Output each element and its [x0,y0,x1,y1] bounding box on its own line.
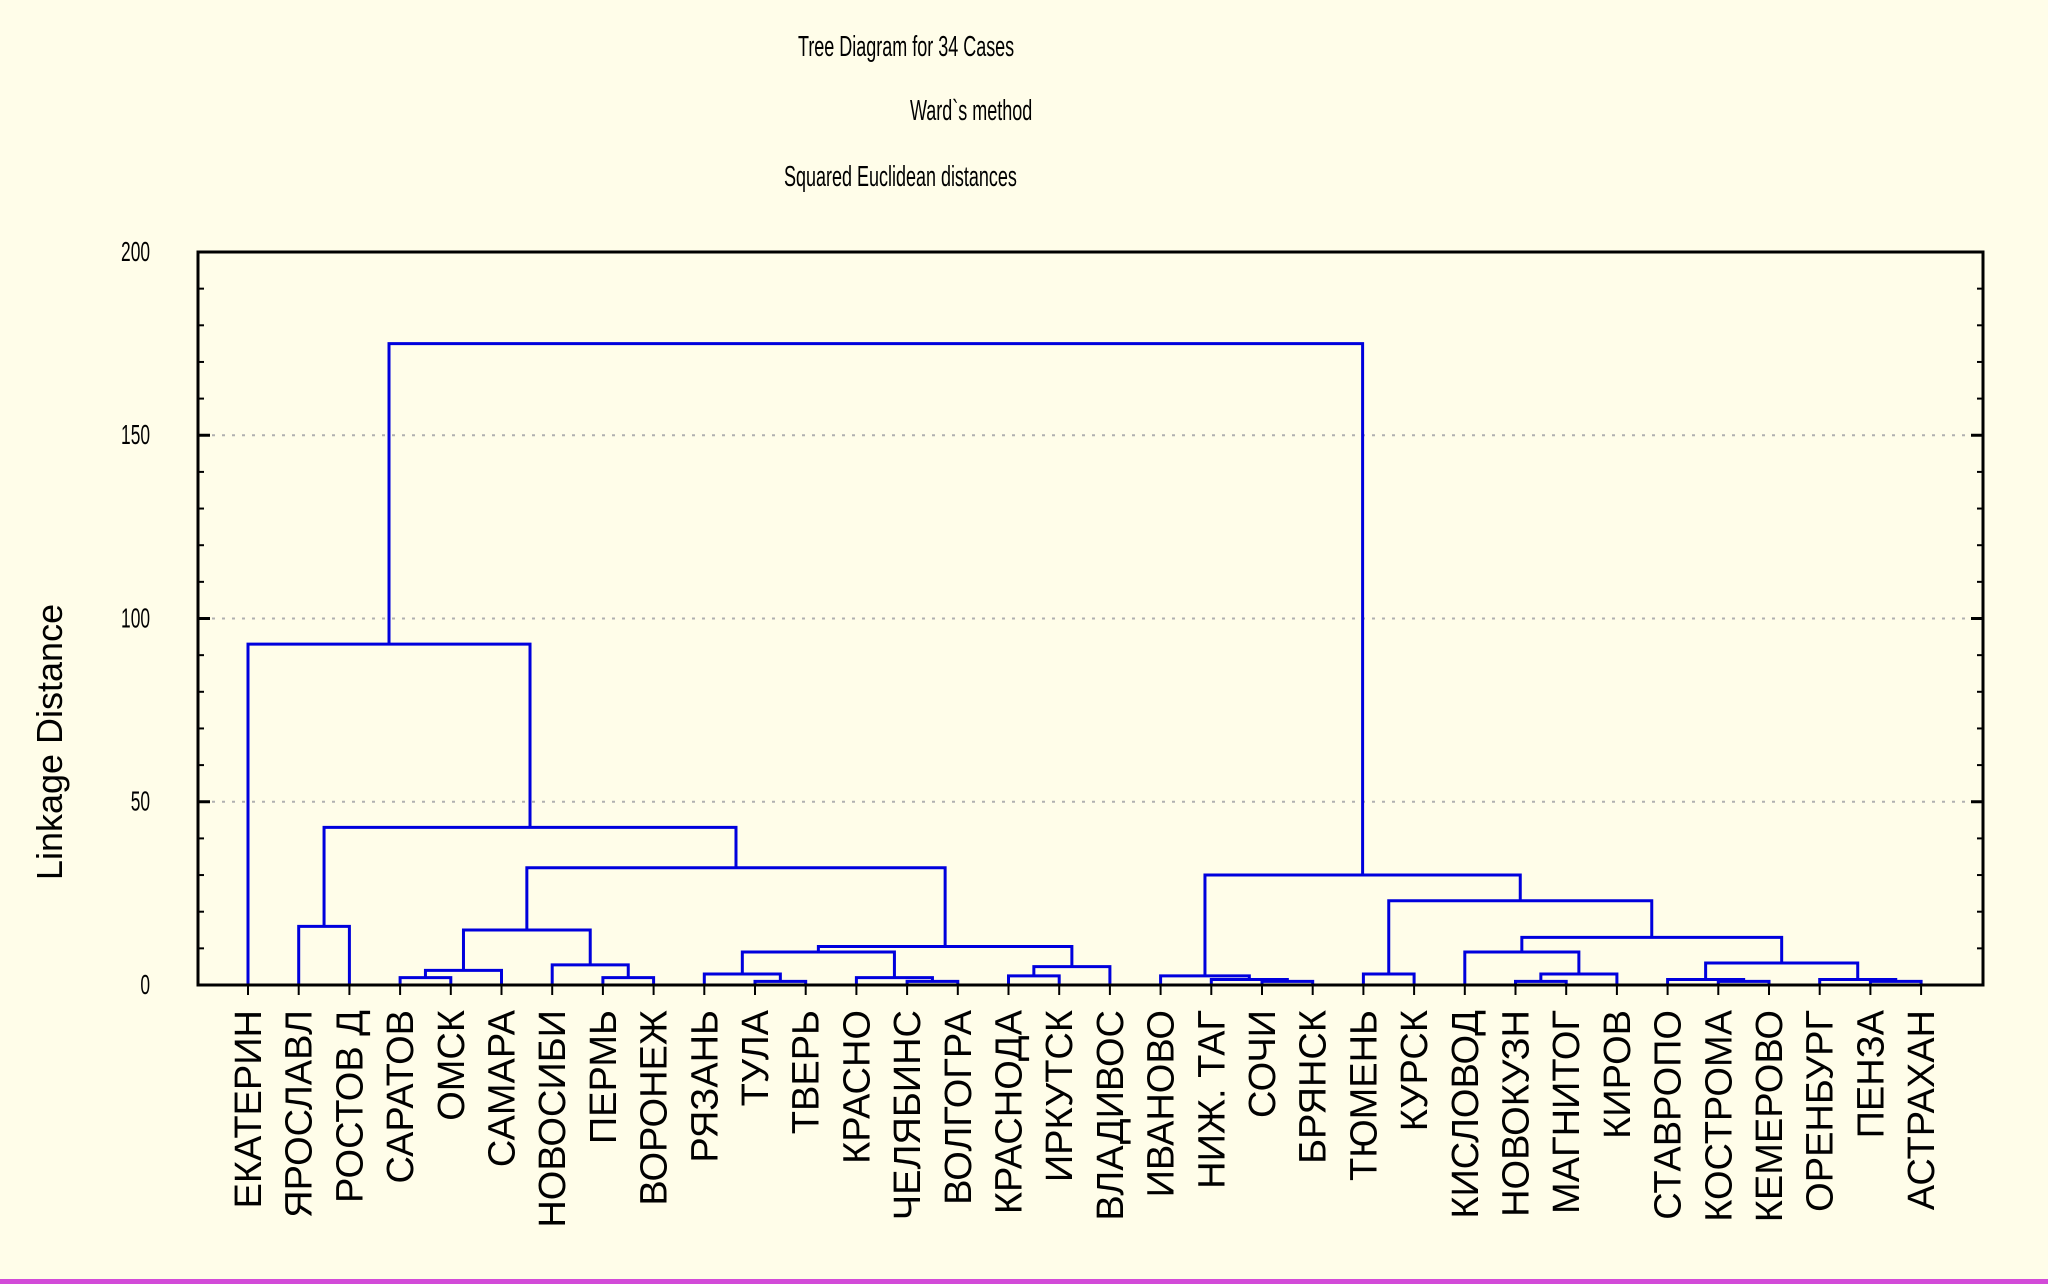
leaf-label: КИСЛОВОД [1445,1010,1487,1219]
leaf-label: ОМСК [431,1010,473,1121]
leaf-label: САМАРА [482,1009,524,1167]
leaf-label: НИЖ. ТАГ [1191,1010,1233,1189]
dendrogram-link [297,924,351,985]
leaf-label: КЕМЕРОВО [1749,1010,1791,1222]
leaf-label: ТУЛА [735,1009,777,1106]
y-tick-label: 0 [140,969,150,1000]
dendrogram-link [1203,873,1522,976]
dendrogram-link [1818,978,1898,985]
leaf-label: КРАСНОДА [989,1009,1031,1214]
leaf-label: РЯЗАНЬ [684,1010,726,1163]
y-tick-label: 150 [121,419,150,450]
bottom-border [0,1279,2048,1284]
dendrogram-link [1361,972,1416,985]
dendrogram-link [550,963,630,985]
dendrogram-link [1209,978,1289,985]
leaf-label: НОВОКУЗН [1496,1010,1538,1217]
leaf-label: ПЕНЗА [1850,1009,1892,1138]
dendrogram-link [1007,974,1061,985]
chart-subtitle-metric: Squared Euclidean distances [784,161,1017,193]
y-axis-label: Linkage Distance [29,604,70,880]
leaf-label: ВОРОНЕЖ [634,1010,676,1206]
dendrogram-link [1159,974,1251,985]
dendrogram-link [816,945,1074,967]
y-tick-label: 100 [121,602,150,633]
leaf-label: НОВОСИБИ [532,1010,574,1228]
leaf-label: АСТРАХАН [1901,1010,1943,1210]
leaf-label: ТВЕРЬ [786,1010,828,1134]
dendrogram-link [1539,972,1619,985]
leaf-label: БРЯНСК [1293,1010,1335,1164]
dendrogram-link [1704,961,1860,980]
dendrogram-link [1520,935,1784,964]
chart-subtitle-method: Ward`s method [910,95,1033,127]
leaf-label: САРАТОВ [380,1010,422,1184]
leaf-label: СОЧИ [1242,1010,1284,1118]
chart-title: Tree Diagram for 34 Cases [798,31,1015,63]
leaf-label: ЕКАТЕРИН [228,1010,270,1209]
leaf-label: КИРОВ [1597,1010,1639,1139]
leaf-label: КРАСНО [836,1010,878,1164]
plot-frame [196,250,1985,987]
leaf-label: ВЛАДИВОС [1090,1010,1132,1221]
leaf-label: ИРКУТСК [1039,1010,1081,1182]
dendrogram-link [246,642,532,985]
dendrogram-link [387,342,1365,876]
leaf-label: КОСТРОМА [1698,1009,1740,1221]
leaf-label: ИВАНОВО [1141,1010,1183,1197]
leaf-label: СТАВРОПО [1648,1010,1690,1220]
y-tick-label: 200 [121,236,150,267]
leaf-label: ПЕРМЬ [583,1010,625,1144]
leaf-label: РОСТОВ Д [329,1010,371,1203]
dendrogram-link [322,825,738,927]
leaf-label: ОРЕНБУРГ [1800,1010,1842,1212]
leaf-label: ЧЕЛЯБИНС [887,1010,929,1220]
leaf-label: КУРСК [1394,1010,1436,1131]
leaf-label: ЯРОСЛАВЛ [279,1010,321,1218]
dendrogram-link [702,972,782,985]
leaf-label: ВОЛГОГРА [938,1009,980,1205]
leaf-label: МАГНИТОГ [1546,1010,1588,1214]
y-tick-label: 50 [131,786,150,817]
dendrogram-link [1666,978,1746,985]
leaf-label: ТЮМЕНЬ [1343,1010,1385,1181]
